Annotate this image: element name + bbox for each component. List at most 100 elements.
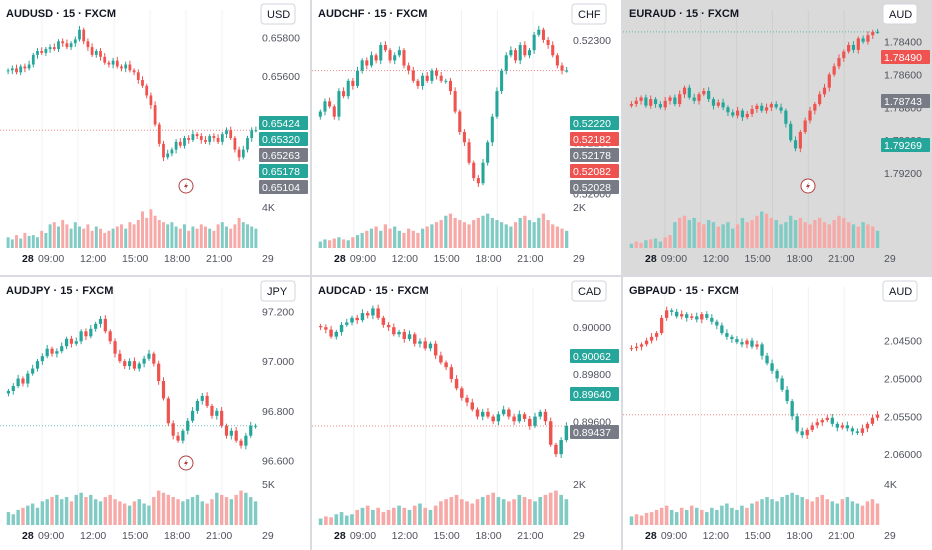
chart-svg-audjpy[interactable]: AUDJPY · 15 · FXCM JPY 97.200 97.000 96.800 9… bbox=[0, 277, 310, 550]
volume-bar bbox=[496, 497, 501, 525]
candle-body bbox=[249, 425, 253, 436]
chart-pane-euraud[interactable]: EURAUD · 15 · FXCM AUD 1.78400 1.78600 1.788… bbox=[623, 0, 932, 275]
volume-bar bbox=[381, 512, 386, 525]
volume-bar bbox=[465, 501, 469, 525]
candle-body bbox=[670, 310, 674, 312]
candle-body bbox=[57, 41, 60, 50]
price-label-text: 1.78490 bbox=[884, 52, 922, 64]
price-axis[interactable] bbox=[569, 277, 621, 550]
chart-title[interactable]: GBPAUD · 15 · FXCM bbox=[629, 285, 739, 297]
price-label-text: 1.78743 bbox=[884, 96, 922, 108]
volume-bar bbox=[190, 497, 195, 525]
chart-pane-audcad[interactable]: AUDCAD · 15 · FXCM CAD 0.90000 0.89800 0.896… bbox=[312, 277, 621, 550]
volume-bar bbox=[108, 494, 112, 525]
currency-button[interactable] bbox=[260, 3, 296, 25]
currency-button[interactable] bbox=[571, 3, 607, 25]
candle-body bbox=[69, 338, 74, 344]
candle-body bbox=[107, 62, 111, 65]
chart-title[interactable]: AUDJPY · 15 · FXCM bbox=[6, 285, 113, 297]
candle-body bbox=[10, 68, 14, 71]
chart-svg-audcad[interactable]: AUDCAD · 15 · FXCM CAD 0.90000 0.89800 0.896… bbox=[312, 277, 621, 550]
currency-button[interactable] bbox=[882, 280, 918, 302]
volume-bar bbox=[755, 501, 759, 525]
candle-body bbox=[69, 43, 73, 48]
pane-separator[interactable] bbox=[0, 275, 932, 277]
candle-body bbox=[157, 363, 161, 382]
candle-body bbox=[86, 41, 90, 48]
price-axis[interactable] bbox=[880, 0, 932, 275]
volume-bar bbox=[775, 501, 779, 525]
x-tick-label: 28 bbox=[334, 253, 346, 265]
candle-body bbox=[157, 124, 161, 144]
volume-bar bbox=[449, 497, 454, 525]
volume-bar bbox=[439, 220, 443, 248]
currency-button[interactable] bbox=[571, 280, 607, 302]
volume-bar bbox=[629, 243, 634, 248]
alert-lightning-icon[interactable] bbox=[178, 178, 194, 194]
volume-bar bbox=[512, 499, 516, 525]
candle-body bbox=[142, 358, 146, 364]
volume-bar bbox=[200, 501, 204, 525]
chart-title[interactable]: AUDCAD · 15 · FXCM bbox=[318, 285, 429, 297]
candle-body bbox=[212, 136, 216, 138]
candle-body bbox=[820, 420, 824, 423]
candle-body bbox=[229, 430, 233, 436]
currency-label: JPY bbox=[267, 286, 288, 298]
chart-title[interactable]: EURAUD · 15 · FXCM bbox=[629, 8, 739, 20]
currency-button[interactable] bbox=[882, 3, 918, 25]
volume-bar bbox=[416, 232, 420, 248]
alert-lightning-icon[interactable] bbox=[800, 178, 816, 194]
candle-body bbox=[186, 420, 190, 431]
candle-body bbox=[250, 130, 254, 138]
candle-body bbox=[253, 425, 258, 427]
volume-bar bbox=[11, 514, 15, 525]
candle-body bbox=[475, 409, 480, 417]
chart-title[interactable]: AUDCHF · 15 · FXCM bbox=[318, 8, 427, 20]
volume-bar bbox=[26, 505, 30, 525]
volume-bar bbox=[634, 514, 639, 525]
price-label-text: 0.65104 bbox=[262, 182, 300, 194]
volume-bar bbox=[337, 237, 341, 248]
chart-pane-gbpaud[interactable]: GBPAUD · 15 · FXCM AUD 2.04500 2.05000 2.055… bbox=[623, 277, 932, 550]
alert-lightning-icon[interactable] bbox=[178, 455, 194, 471]
x-tick-label: 29 bbox=[884, 530, 896, 542]
candle-body bbox=[856, 38, 860, 50]
volume-bar bbox=[118, 501, 122, 525]
volume-bar bbox=[805, 499, 809, 525]
chart-pane-audchf[interactable]: AUDCHF · 15 · FXCMCHF0.523000.521000.520… bbox=[312, 0, 621, 275]
chart-title[interactable]: AUDUSD · 15 · FXCM bbox=[6, 8, 116, 20]
chart-svg-euraud[interactable]: EURAUD · 15 · FXCM AUD1.784001.786001.788… bbox=[623, 0, 932, 275]
volume-bar bbox=[639, 242, 643, 248]
candle-body bbox=[779, 107, 783, 111]
candle-body bbox=[555, 55, 559, 66]
chart-pane-audjpy[interactable]: AUDJPY · 15 · FXCM JPY 97.200 97.000 96.800 9… bbox=[0, 277, 310, 550]
price-axis[interactable] bbox=[258, 277, 310, 550]
candle-body bbox=[210, 405, 214, 416]
volume-bar bbox=[774, 220, 778, 248]
price-axis[interactable] bbox=[880, 277, 932, 550]
candle-body bbox=[726, 107, 730, 113]
chart-svg-audusd[interactable]: AUDUSD · 15 · FXCM USD 0.65800 0.65600 4K 0.6… bbox=[0, 0, 310, 275]
candle-body bbox=[195, 400, 200, 411]
candle-body bbox=[559, 440, 563, 455]
currency-button[interactable] bbox=[260, 280, 296, 302]
candle-body bbox=[31, 368, 35, 374]
volume-bar bbox=[365, 230, 369, 248]
x-tick-label: 09:00 bbox=[38, 253, 64, 265]
chart-svg-gbpaud[interactable]: GBPAUD · 15 · FXCM AUD 2.04500 2.05000 2.055… bbox=[623, 277, 932, 550]
chart-svg-audchf[interactable]: AUDCHF · 15 · FXCMCHF0.523000.521000.520… bbox=[312, 0, 621, 275]
chart-pane-audusd[interactable]: AUDUSD · 15 · FXCM USD 0.65800 0.65600 4K 0.6… bbox=[0, 0, 310, 275]
volume-bar bbox=[128, 222, 132, 248]
x-tick-label: 12:00 bbox=[80, 530, 106, 542]
volume-bar bbox=[233, 224, 237, 248]
candle-body bbox=[538, 411, 542, 417]
volume-bar bbox=[476, 217, 480, 248]
volume-axis-label: 2K bbox=[573, 202, 586, 214]
x-tick-label: 29 bbox=[573, 530, 585, 542]
volume-bar bbox=[23, 232, 27, 248]
candle-body bbox=[537, 29, 541, 35]
volume-bar bbox=[795, 494, 799, 525]
volume-bar bbox=[467, 224, 471, 248]
volume-bar bbox=[99, 228, 102, 248]
volume-bar bbox=[40, 501, 45, 525]
